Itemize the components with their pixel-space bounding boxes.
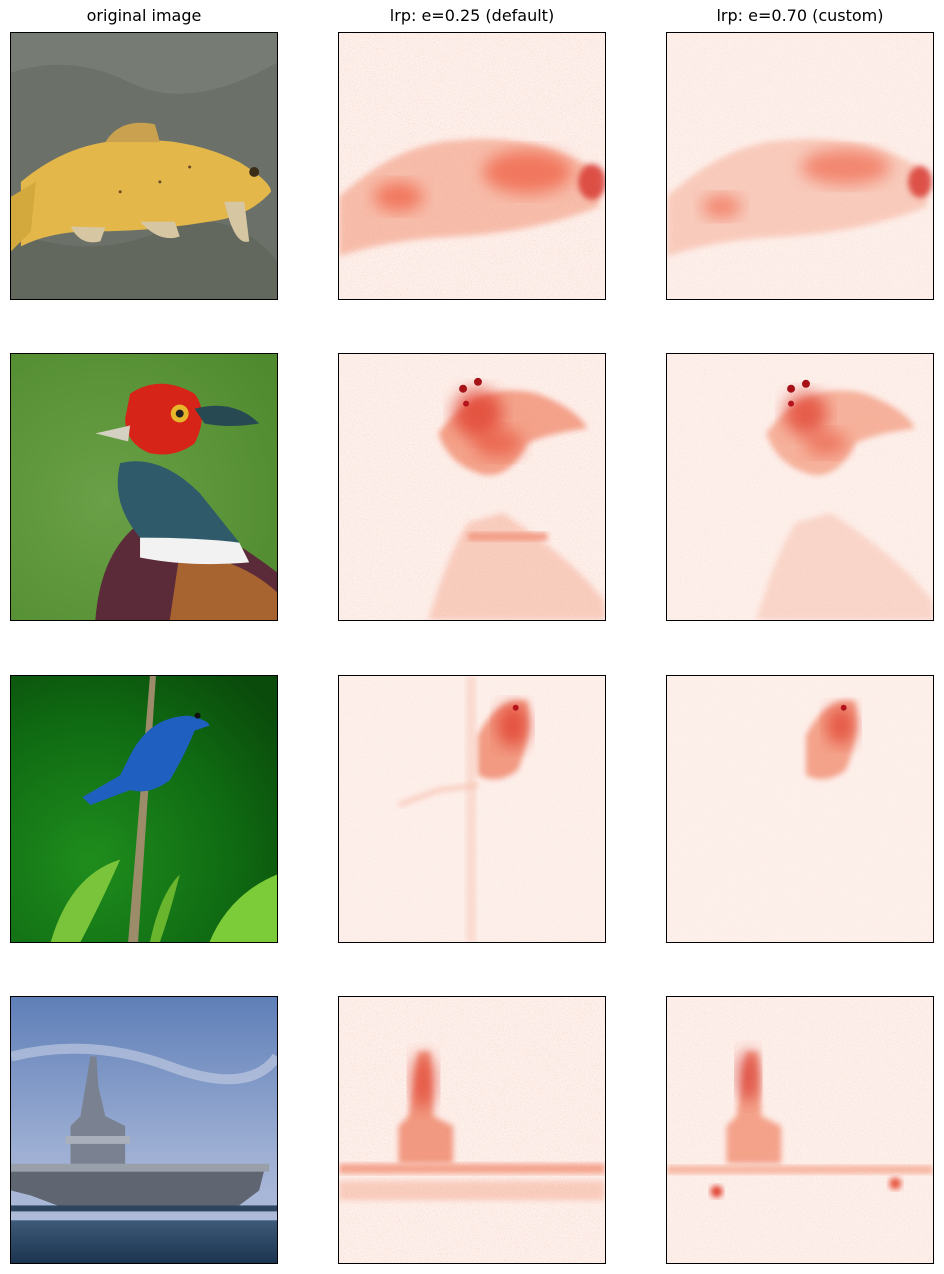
column-title-original: original image <box>86 6 202 25</box>
column-title-custom: lrp: e=0.70 (custom) <box>716 6 884 25</box>
heatmap-default-fish <box>338 32 606 300</box>
heatmap-default-carrier <box>338 996 606 1264</box>
heatmap-default-pheasant <box>338 353 606 621</box>
column-title-default: lrp: e=0.25 (default) <box>389 6 555 25</box>
original-image-fish <box>10 32 278 300</box>
original-image-bunting <box>10 675 278 943</box>
original-image-pheasant <box>10 353 278 621</box>
heatmap-custom-bunting <box>666 675 934 943</box>
heatmap-custom-fish <box>666 32 934 300</box>
heatmap-default-bunting <box>338 675 606 943</box>
heatmap-custom-pheasant <box>666 353 934 621</box>
heatmap-custom-carrier <box>666 996 934 1264</box>
original-image-carrier <box>10 996 278 1264</box>
